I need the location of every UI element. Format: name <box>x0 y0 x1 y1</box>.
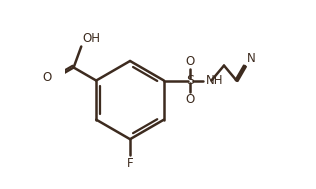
Text: O: O <box>185 93 195 106</box>
Text: O: O <box>185 55 195 68</box>
Text: S: S <box>186 74 194 87</box>
Text: O: O <box>42 71 52 84</box>
Text: OH: OH <box>82 32 100 45</box>
Text: F: F <box>127 157 133 170</box>
Text: N: N <box>247 52 256 64</box>
Text: NH: NH <box>205 74 223 87</box>
